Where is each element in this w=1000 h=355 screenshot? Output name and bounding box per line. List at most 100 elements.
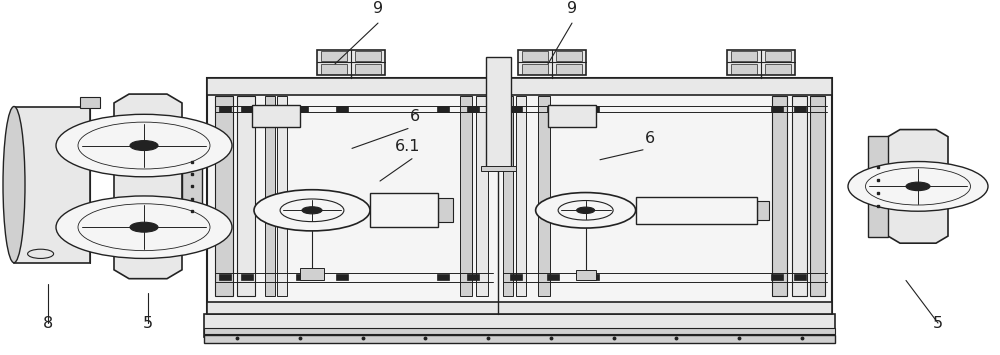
Bar [587,106,599,112]
Bar [556,64,582,74]
Bar [547,106,559,112]
Circle shape [866,168,970,205]
Circle shape [78,204,210,251]
Bar [204,314,835,337]
Bar [510,274,522,280]
Bar [265,96,275,296]
Bar [587,274,599,280]
Bar [300,268,324,280]
Circle shape [28,249,54,258]
Bar [321,64,347,74]
Bar [182,153,202,220]
Circle shape [56,196,232,258]
Bar [437,106,449,112]
Bar [215,96,233,296]
Bar [522,64,548,74]
Bar [321,51,347,61]
Bar [14,106,90,263]
Bar [547,274,559,280]
Bar [792,96,807,296]
Bar [460,96,472,296]
Bar [553,108,591,116]
Polygon shape [114,94,182,279]
Bar [80,97,100,108]
Bar [771,106,783,112]
Circle shape [130,222,158,232]
Bar [868,136,888,237]
Circle shape [302,207,322,214]
Bar [317,50,385,75]
Bar [204,335,835,343]
Bar [241,106,253,112]
Bar [467,106,479,112]
Circle shape [906,182,930,191]
Bar [296,106,308,112]
Bar [355,51,381,61]
Ellipse shape [3,106,25,263]
Bar [731,51,757,61]
Circle shape [56,114,232,177]
Circle shape [280,199,344,222]
Polygon shape [888,130,948,243]
Bar [727,50,795,75]
Bar [207,78,832,314]
Circle shape [254,190,370,231]
Bar [522,51,548,61]
Circle shape [848,162,988,211]
Bar [772,96,787,296]
Bar [336,274,348,280]
Bar [765,64,791,74]
Text: 6: 6 [645,131,655,146]
Bar [636,197,757,224]
Text: 6: 6 [410,109,420,124]
Circle shape [78,122,210,169]
Bar [207,302,832,314]
Circle shape [130,141,158,151]
Bar [576,270,596,280]
Bar [252,105,300,127]
Bar [518,50,586,75]
Bar [486,57,511,168]
Bar [438,198,453,222]
Bar [476,96,488,296]
Text: 6.1: 6.1 [395,140,421,154]
Bar [207,78,832,95]
Bar [437,274,449,280]
Bar [277,96,287,296]
Bar [765,51,791,61]
Bar [794,274,806,280]
Bar [336,106,348,112]
Bar [731,64,757,74]
Circle shape [558,201,613,220]
Circle shape [536,192,636,228]
Bar [771,274,783,280]
Bar [538,96,550,296]
Bar [219,274,231,280]
Bar [556,51,582,61]
Bar [516,96,526,296]
Bar [510,106,522,112]
Bar [553,118,591,125]
Bar [257,108,295,116]
Text: 5: 5 [933,316,943,331]
Bar [355,64,381,74]
Bar [370,193,438,227]
Bar [794,106,806,112]
Bar [241,274,253,280]
Bar [481,166,516,171]
Bar [503,96,513,296]
Circle shape [577,207,595,213]
Bar [204,328,835,334]
Bar [257,118,295,125]
Text: 5: 5 [143,316,153,331]
Bar [467,274,479,280]
Bar [810,96,825,296]
Text: 9: 9 [373,1,383,16]
Bar [757,201,769,220]
Text: 8: 8 [43,316,53,331]
Bar [296,274,308,280]
Text: 9: 9 [567,1,577,16]
Bar [219,106,231,112]
Bar [237,96,255,296]
Bar [548,105,596,127]
